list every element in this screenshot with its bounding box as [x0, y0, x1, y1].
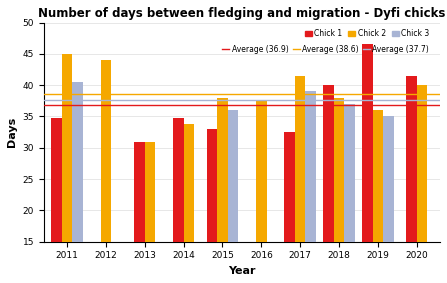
Bar — [217, 98, 228, 242]
Bar — [101, 60, 111, 242]
Bar — [373, 110, 383, 242]
Bar — [51, 118, 62, 242]
Bar — [173, 118, 184, 242]
Text: Alys ♀: Alys ♀ — [326, 219, 331, 239]
Bar — [72, 82, 83, 242]
X-axis label: Year: Year — [228, 266, 256, 276]
Bar — [323, 85, 334, 242]
Text: Einion ♂: Einion ♂ — [54, 211, 59, 239]
Bar — [362, 44, 373, 242]
Y-axis label: Days: Days — [7, 117, 17, 147]
Text: Teifi ♂: Teifi ♂ — [419, 218, 425, 239]
Bar — [184, 124, 194, 242]
Bar — [406, 76, 417, 242]
Text: Leri ♀: Leri ♀ — [75, 220, 80, 239]
Legend: Average (36.9), Average (38.6), Average (37.7): Average (36.9), Average (38.6), Average … — [219, 42, 432, 57]
Text: Berthyn ♀: Berthyn ♀ — [365, 206, 370, 239]
Text: Cerist ♀: Cerist ♀ — [147, 213, 153, 239]
Bar — [334, 98, 344, 242]
Bar — [305, 91, 316, 242]
Text: Ceulam ♀: Ceulam ♀ — [103, 208, 109, 239]
Bar — [383, 117, 394, 242]
Bar — [344, 104, 355, 242]
Text: Tywi ♂: Tywi ♂ — [409, 217, 414, 239]
Text: Helyg ♀: Helyg ♀ — [336, 214, 342, 239]
Bar — [145, 142, 155, 242]
Bar — [417, 85, 427, 242]
Text: Dinas ♂: Dinas ♂ — [347, 213, 352, 239]
Text: Tegid ♂: Tegid ♂ — [259, 214, 264, 239]
Text: Merin ♂: Merin ♂ — [210, 213, 215, 239]
Text: Gwynant ♂: Gwynant ♂ — [176, 203, 181, 239]
Text: Eitha ♀: Eitha ♀ — [308, 216, 313, 239]
Text: Clarach ♀: Clarach ♀ — [137, 208, 142, 239]
Text: Hesgyn ♂: Hesgyn ♂ — [386, 207, 391, 239]
Text: Menai ♀: Menai ♀ — [297, 213, 303, 239]
Bar — [256, 101, 266, 242]
Bar — [295, 76, 305, 242]
Text: Aeron ♂: Aeron ♂ — [287, 212, 292, 239]
Text: Deri ♀: Deri ♀ — [186, 219, 192, 239]
Title: Number of days between fledging and migration - Dyfi chicks: Number of days between fledging and migr… — [38, 7, 446, 20]
Text: Brenig ♂: Brenig ♂ — [230, 210, 236, 239]
Bar — [228, 110, 238, 242]
Bar — [134, 142, 145, 242]
Text: Celyn ♀: Celyn ♀ — [219, 215, 225, 239]
Bar — [284, 132, 295, 242]
Text: Peris ♂: Peris ♂ — [375, 215, 380, 239]
Text: Dulas ♂: Dulas ♂ — [64, 213, 70, 239]
Bar — [62, 54, 72, 242]
Bar — [207, 129, 217, 242]
